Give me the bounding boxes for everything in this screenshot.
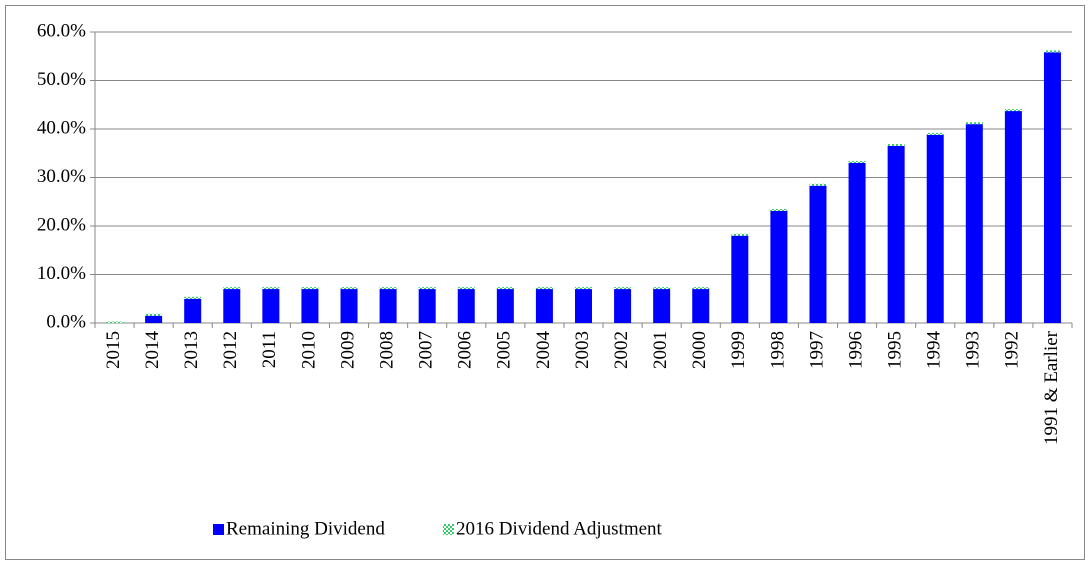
bar-segment xyxy=(496,289,514,323)
bar-segment xyxy=(340,287,358,290)
bar-segment xyxy=(653,289,671,323)
bar-segment xyxy=(731,235,749,323)
bar-segment xyxy=(926,134,944,323)
bar-segment xyxy=(379,289,397,323)
x-tick-label: 2010 xyxy=(298,331,319,369)
bar-segment xyxy=(965,122,983,125)
x-tick-label: 2014 xyxy=(142,331,163,370)
bar-segment xyxy=(184,298,202,323)
x-tick-label: 1999 xyxy=(728,331,749,369)
bar-segment xyxy=(535,289,553,323)
bar-segment xyxy=(223,289,241,323)
bar-segment xyxy=(379,287,397,290)
x-tick-label: 1992 xyxy=(1002,331,1023,369)
bar-segment xyxy=(848,161,866,163)
bar-segment xyxy=(809,185,827,323)
bar-segment xyxy=(1043,50,1061,53)
bar-segment xyxy=(223,287,241,290)
x-tick-label: 2002 xyxy=(611,331,632,369)
bar-segment xyxy=(418,289,436,323)
bar-segment xyxy=(692,287,710,290)
bar-segment xyxy=(301,289,319,323)
legend-label: 2016 Dividend Adjustment xyxy=(456,518,663,539)
x-tick-label: 2001 xyxy=(650,331,671,369)
x-tick-label: 1991 & Earlier xyxy=(1041,330,1062,445)
bar-segment xyxy=(1043,52,1061,324)
legend-label: Remaining Dividend xyxy=(226,518,385,539)
legend-swatch xyxy=(443,524,454,535)
bar-segment xyxy=(770,210,788,323)
y-tick-label: 40.0% xyxy=(37,117,86,138)
x-tick-label: 2009 xyxy=(337,331,358,369)
y-tick-label: 60.0% xyxy=(37,20,86,41)
x-tick-label: 2015 xyxy=(103,331,124,369)
x-tick-label: 1994 xyxy=(924,331,945,370)
bar-segment xyxy=(535,287,553,290)
bar-segment xyxy=(457,289,475,323)
bar-segment xyxy=(184,296,202,299)
bar-segment xyxy=(848,162,866,323)
bar-segment xyxy=(575,289,592,323)
bar-segment xyxy=(887,144,905,146)
bar-segment xyxy=(106,321,124,323)
x-tick-label: 2011 xyxy=(259,331,280,368)
bar-segment xyxy=(145,313,163,316)
y-tick-label: 20.0% xyxy=(37,214,86,235)
bar-segment xyxy=(457,287,475,290)
bar-segment xyxy=(965,124,983,324)
y-tick-label: 0.0% xyxy=(46,311,86,332)
x-tick-label: 2006 xyxy=(455,331,476,369)
bar-segment xyxy=(145,315,163,323)
bar-segment xyxy=(575,287,592,290)
bar-segment xyxy=(262,289,280,323)
bar-segment xyxy=(614,287,632,290)
bar-segment xyxy=(340,289,358,323)
x-tick-label: 1998 xyxy=(767,331,788,369)
bar-segment xyxy=(496,287,514,290)
x-tick-label: 2008 xyxy=(376,331,397,369)
x-tick-label: 2005 xyxy=(494,331,515,369)
bar-segment xyxy=(887,145,905,323)
chart-border xyxy=(5,5,1085,560)
bar-segment xyxy=(418,287,436,290)
bar-segment xyxy=(614,289,632,323)
x-tick-label: 1995 xyxy=(884,331,905,369)
x-tick-label: 2013 xyxy=(181,331,202,369)
bar-segment xyxy=(692,289,710,323)
bar-segment xyxy=(809,183,827,186)
x-tick-label: 1996 xyxy=(845,331,866,369)
bar-segment xyxy=(926,132,944,135)
bar-segment xyxy=(653,287,671,290)
x-tick-label: 2012 xyxy=(220,331,241,369)
bar-segment xyxy=(1004,109,1022,112)
bar-segment xyxy=(1004,111,1022,324)
bar-segment xyxy=(770,209,788,211)
bar-segment xyxy=(262,287,280,290)
x-tick-label: 2007 xyxy=(416,331,437,369)
bar-segment xyxy=(731,233,749,236)
y-tick-label: 50.0% xyxy=(37,69,86,90)
x-tick-label: 2000 xyxy=(689,331,710,369)
y-tick-label: 10.0% xyxy=(37,263,86,284)
bar-segment xyxy=(301,287,319,290)
y-tick-label: 30.0% xyxy=(37,166,86,187)
x-tick-label: 2004 xyxy=(533,331,554,370)
x-tick-label: 1993 xyxy=(963,331,984,369)
x-tick-label: 1997 xyxy=(806,331,827,369)
legend-swatch xyxy=(213,524,224,535)
x-tick-label: 2003 xyxy=(572,331,593,369)
